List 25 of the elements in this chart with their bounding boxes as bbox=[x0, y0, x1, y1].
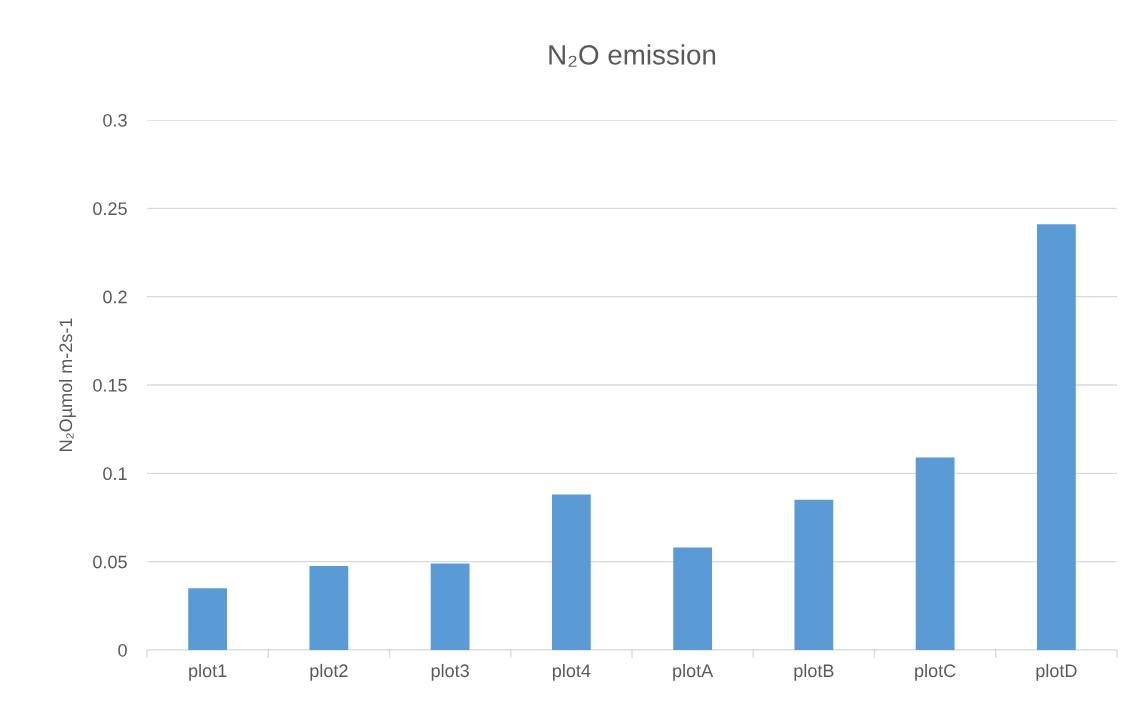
y-tick-label: 0.3 bbox=[103, 113, 127, 127]
x-tick-label: plotD bbox=[1036, 663, 1077, 681]
bar bbox=[1036, 224, 1076, 650]
bar bbox=[430, 563, 470, 650]
x-tick-label: plot1 bbox=[189, 663, 227, 681]
x-tick-label: plot3 bbox=[431, 663, 469, 681]
bar bbox=[673, 547, 713, 650]
bar bbox=[551, 494, 591, 650]
bar bbox=[915, 457, 955, 650]
y-tick-label: 0.25 bbox=[93, 202, 127, 216]
y-tick-label: 0.1 bbox=[103, 467, 127, 481]
y-tick-label: 0.15 bbox=[93, 378, 127, 392]
x-tick-label: plot4 bbox=[552, 663, 591, 681]
x-tick-label: plotC bbox=[915, 663, 956, 681]
y-tick-label: 0.2 bbox=[103, 290, 127, 304]
bar bbox=[309, 566, 349, 650]
y-axis-title: N₂Oµmol m-2s-1 bbox=[58, 318, 76, 451]
x-tick-label: plotA bbox=[673, 663, 714, 681]
chart-title: N₂O emission bbox=[549, 44, 716, 67]
bar bbox=[794, 499, 834, 650]
y-tick-label: 0.05 bbox=[93, 555, 127, 569]
y-tick-label: 0 bbox=[118, 643, 127, 657]
bar bbox=[188, 588, 228, 650]
x-tick-label: plotB bbox=[794, 663, 834, 681]
x-tick-label: plot2 bbox=[310, 663, 348, 681]
